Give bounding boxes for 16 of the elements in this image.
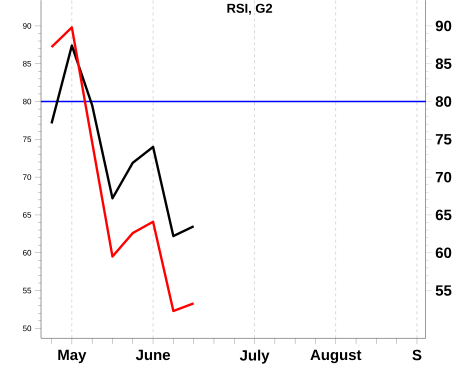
y2-tick-label: 85 — [436, 58, 452, 69]
y2-tick-label: 90 — [436, 20, 452, 32]
x-tick-label: S — [412, 350, 422, 360]
x-tick-label: August — [310, 350, 362, 364]
x-tick-label: May — [58, 350, 86, 363]
line-series — [50, 26, 195, 312]
y2-tick-label: 60 — [436, 247, 452, 258]
y2-tick-label: 80 — [436, 96, 452, 107]
chart-title: RSI, G2 — [227, 4, 272, 15]
line-series — [50, 44, 195, 238]
x-tick-label: June — [136, 350, 170, 360]
y2-tick-label: 70 — [436, 172, 452, 182]
y2-tick-label: 65 — [436, 210, 452, 220]
x-tick-label: July — [240, 350, 270, 364]
y2-tick-label: 75 — [436, 134, 452, 144]
y2-tick-label: 55 — [436, 285, 452, 296]
